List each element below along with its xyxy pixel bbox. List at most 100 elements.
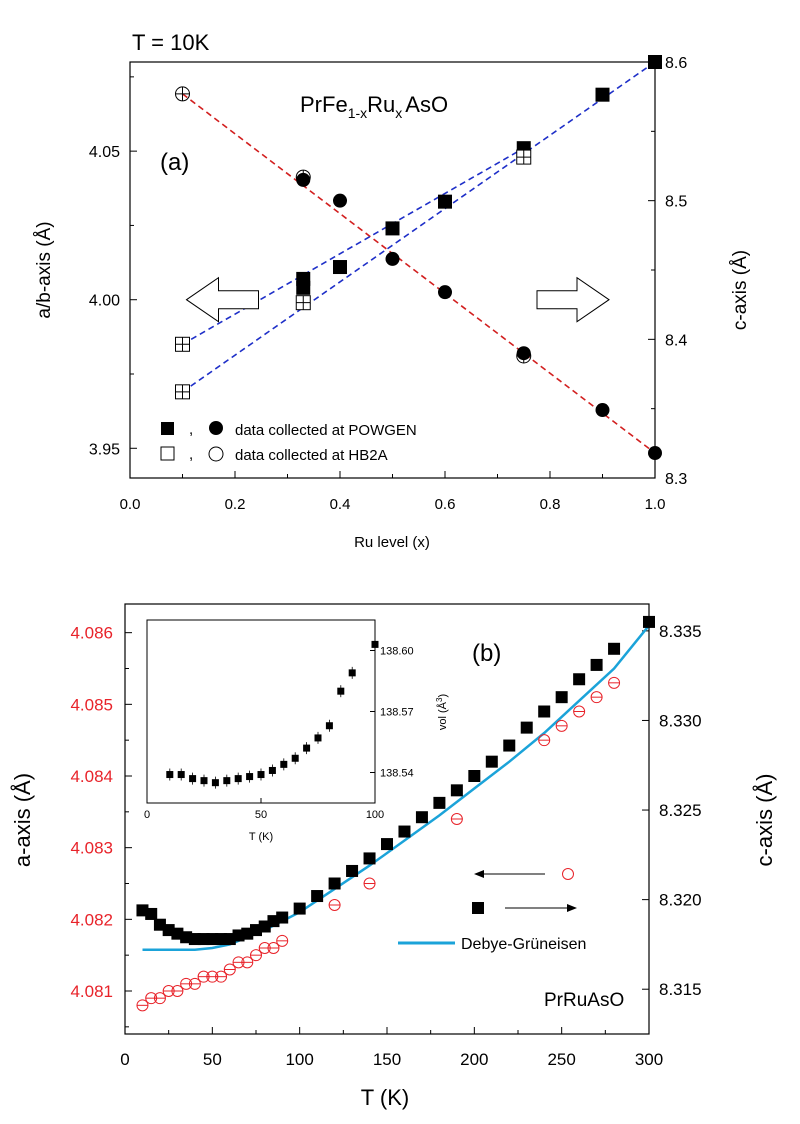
left-tick-label-a: 3.95 <box>89 441 120 458</box>
inset-data-point <box>211 779 219 787</box>
inset-data-point <box>257 771 265 779</box>
x-ticks-a: 0.0 0.2 0.4 0.6 0.8 1.0 <box>120 471 666 513</box>
legend-open-circle <box>208 446 224 462</box>
inset-x-tick-label: 50 <box>255 809 267 821</box>
legend-comma: , <box>189 446 193 463</box>
inset-data-point <box>371 640 379 648</box>
right-tick-label-a: 8.4 <box>665 332 687 349</box>
legend-filled-square <box>161 422 174 435</box>
x-tick-label-b: 50 <box>203 1050 222 1069</box>
x-tick-label-a: 0.0 <box>120 496 141 513</box>
left-tick-label-b: 4.082 <box>70 910 113 929</box>
data-point-a-errorbar <box>516 150 531 165</box>
panel-b: 0 50 100 150 200 250 300 4.0814.0824.0834.0844… <box>10 603 777 1110</box>
data-point-a <box>438 285 452 300</box>
data-point-b <box>590 658 603 671</box>
x-tick-label-a: 0.6 <box>435 496 456 513</box>
inset-data-point <box>325 722 333 730</box>
data-point-a-errorbar <box>516 348 531 363</box>
temperature-header: T = 10K <box>132 30 210 55</box>
x-tick-label-a: 0.2 <box>225 496 246 513</box>
inset-data-point <box>223 777 231 785</box>
inset-data-point <box>314 734 322 742</box>
compound-formula: PrFe1-xRux AsO <box>300 92 448 121</box>
plot-a-frame <box>129 61 656 479</box>
right-tick-label-b: 8.320 <box>659 891 702 910</box>
inset-y-tick-label: 138.60 <box>380 646 414 658</box>
inset-data-point <box>337 687 345 695</box>
inset-volume: 0 50 100 138.54 138.57 138.60 T (K) vol (Å3) <box>144 619 449 843</box>
panel-label-a: (a) <box>160 149 189 176</box>
data-point-b <box>608 642 621 655</box>
x-axis-label-b: T (K) <box>361 1085 409 1110</box>
inset-data-point <box>189 775 197 783</box>
data-point-b <box>311 890 324 903</box>
right-axis-label-b: c-axis (Å) <box>752 774 777 867</box>
data-point-b <box>555 691 568 704</box>
x-tick-label-b: 100 <box>285 1050 313 1069</box>
inset-data-point <box>303 744 311 752</box>
legend-a: , data collected at POWGEN , data collec… <box>160 421 417 464</box>
left-tick-label-b: 4.083 <box>70 839 113 858</box>
data-point-b <box>293 902 306 915</box>
left-axis-label-b: a-axis (Å) <box>10 773 35 867</box>
data-point-a-errorbar <box>175 384 190 399</box>
x-tick-label-a: 0.4 <box>330 496 351 513</box>
left-tick-label-b: 4.086 <box>70 624 113 643</box>
inset-y-tick-label: 138.57 <box>380 707 414 719</box>
data-point-a <box>648 446 662 461</box>
data-point-a <box>333 193 347 208</box>
data-point-b <box>433 796 446 809</box>
left-tick-label-b: 4.085 <box>70 695 113 714</box>
data-point-a-errorbar <box>175 86 190 101</box>
fit-lines-a <box>182 61 656 454</box>
x-tick-label-b: 200 <box>460 1050 488 1069</box>
data-point-b <box>145 907 158 920</box>
x-tick-label-a: 1.0 <box>645 496 666 513</box>
inset-data-point <box>246 773 254 781</box>
panel-a: T = 10K PrFe1-xRux AsO (a) 0.0 0.2 0.4 0.6 0.… <box>34 30 751 551</box>
right-tick-label-b: 8.330 <box>659 711 702 730</box>
right-ticks-b: 8.315 8.320 8.325 8.330 8.335 <box>642 622 702 999</box>
inset-x-tick-label: 100 <box>366 809 384 821</box>
data-point-b <box>346 864 359 877</box>
inset-y-ticks: 138.54 138.57 138.60 <box>370 646 414 780</box>
right-tick-label-a: 8.3 <box>665 471 687 488</box>
x-tick-label-a: 0.8 <box>540 496 561 513</box>
legend-arrowhead-left <box>474 870 484 878</box>
legend-label-powgen: data collected at POWGEN <box>235 422 417 439</box>
legend-label-debye: Debye-Grüneisen <box>461 936 586 953</box>
inset-data-points <box>166 638 379 789</box>
data-point-b <box>468 770 481 782</box>
data-point-b <box>381 838 393 851</box>
data-point-b <box>328 877 341 890</box>
data-point-a-errorbar <box>175 337 190 352</box>
x-ticks-b: 0 50 100 150 200 250 300 <box>120 1027 663 1069</box>
inset-data-point <box>200 777 208 785</box>
data-point-a <box>385 251 400 266</box>
left-tick-label-a: 4.05 <box>89 144 120 161</box>
data-points-b <box>136 615 655 1012</box>
inset-data-point <box>348 669 356 677</box>
x-tick-label-b: 300 <box>635 1050 663 1069</box>
right-tick-label-a: 8.6 <box>665 55 687 72</box>
data-points-a <box>175 55 662 461</box>
inset-x-tick-label: 0 <box>144 809 150 821</box>
inset-x-ticks: 0 50 100 <box>144 798 384 821</box>
left-tick-label-b: 4.084 <box>70 767 113 786</box>
legend-open-circle-red <box>562 868 574 880</box>
data-point-b <box>538 705 551 718</box>
fit-line-a <box>182 61 656 393</box>
data-point-a <box>296 280 311 295</box>
panel-label-b: (b) <box>472 640 501 667</box>
inset-data-point <box>291 754 299 762</box>
right-tick-label-a: 8.5 <box>665 194 687 211</box>
legend-b: Debye-Grüneisen <box>398 868 586 953</box>
axis-arrow-left <box>185 276 259 323</box>
axis-arrows-a <box>185 276 610 323</box>
data-point-b <box>485 755 498 768</box>
legend-open-square <box>160 446 175 461</box>
compound-label: PrRuAsO <box>544 990 624 1011</box>
data-point-b <box>520 721 533 734</box>
